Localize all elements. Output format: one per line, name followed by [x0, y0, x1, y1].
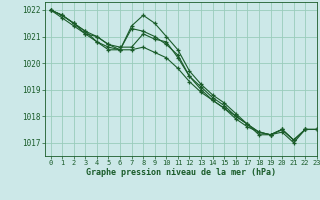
X-axis label: Graphe pression niveau de la mer (hPa): Graphe pression niveau de la mer (hPa): [86, 168, 276, 177]
